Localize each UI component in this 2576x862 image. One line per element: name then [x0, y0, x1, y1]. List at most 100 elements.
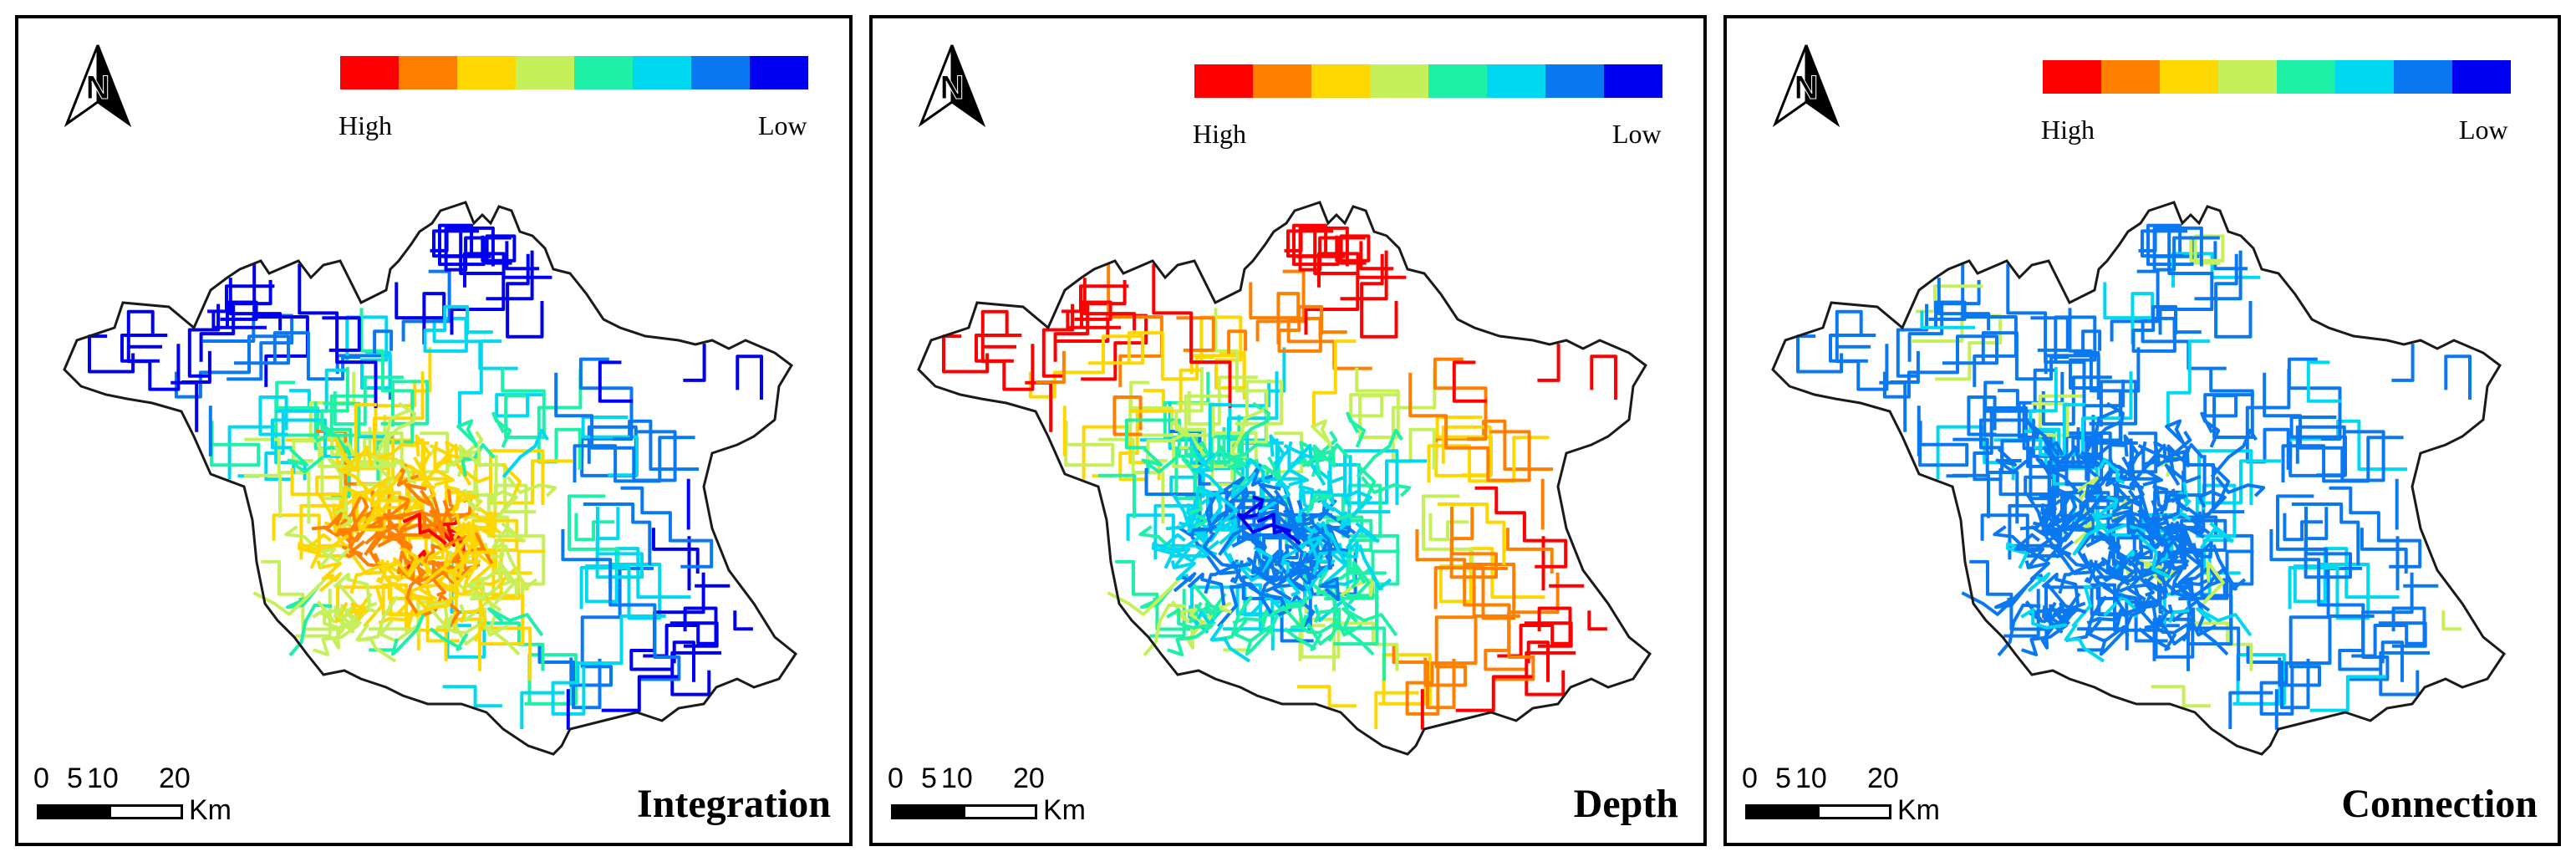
road-segment	[2027, 546, 2060, 569]
road-segment	[1041, 303, 1075, 378]
road-segment	[1434, 419, 1554, 472]
road-segment	[2099, 613, 2134, 656]
legend-swatch	[2277, 60, 2335, 94]
road-segment	[489, 490, 518, 518]
road-segment	[1189, 490, 1219, 536]
road-segment	[2058, 562, 2105, 594]
road-segment	[2059, 592, 2081, 620]
road-segment	[2160, 540, 2190, 592]
road-segment	[2013, 533, 2058, 552]
road-segment	[651, 528, 700, 574]
road-segment	[337, 467, 370, 498]
road-segment	[2138, 228, 2157, 252]
road-segment	[1245, 613, 1280, 656]
road-segment	[284, 525, 318, 549]
road-segment	[2031, 394, 2083, 437]
road-segment	[1231, 535, 1256, 548]
road-segment	[2141, 229, 2187, 258]
road-segment	[415, 595, 454, 619]
road-segment	[432, 316, 518, 370]
region-boundary	[63, 201, 798, 756]
road-segment	[327, 457, 345, 493]
road-segment	[2351, 606, 2426, 658]
road-segment	[1028, 334, 1144, 399]
road-segment	[2085, 535, 2110, 548]
road-segment	[2263, 372, 2385, 482]
road-segment	[406, 549, 427, 569]
road-segment	[1188, 436, 1215, 472]
road-segment	[1244, 457, 1271, 485]
road-segment	[2360, 528, 2408, 574]
road-segment	[323, 394, 374, 437]
road-segment	[465, 577, 486, 602]
road-segment	[1296, 685, 1357, 708]
road-segment	[2138, 535, 2171, 579]
road-segment	[1260, 549, 1281, 569]
road-segment	[1920, 310, 1975, 329]
road-segment	[447, 444, 481, 468]
road-segment	[389, 531, 414, 550]
scale-tick-labels: 0 5 10 20	[1742, 763, 1909, 796]
road-segment	[2166, 339, 2211, 426]
road-segment	[1274, 543, 1298, 567]
road-segment	[461, 431, 484, 457]
road-segment	[377, 535, 402, 548]
road-network-map	[1771, 201, 2507, 756]
road-segment	[1882, 334, 1998, 399]
legend-swatch	[574, 56, 633, 89]
road-segment	[579, 563, 662, 620]
road-segment	[1167, 623, 1214, 656]
road-segment	[578, 357, 634, 441]
road-segment	[333, 436, 361, 472]
legend-swatch	[1487, 64, 1545, 98]
road-segment	[1186, 612, 1205, 650]
road-segment	[382, 582, 406, 594]
road-segment	[275, 368, 349, 413]
road-segment	[202, 314, 294, 381]
road-segment	[1306, 540, 1336, 592]
road-segment	[1255, 269, 1306, 342]
road-segment	[420, 443, 452, 490]
road-segment	[2040, 612, 2059, 650]
road-segment	[389, 457, 417, 485]
road-segment	[1186, 489, 1209, 533]
road-segment	[1284, 535, 1317, 579]
scale-tick: 5	[1775, 763, 1791, 794]
road-segment	[1896, 303, 1929, 378]
road-segment	[373, 329, 394, 354]
road-segment	[1209, 623, 1251, 663]
road-segment	[1427, 436, 1550, 483]
road-segment	[375, 408, 411, 460]
scale-tick-labels: 0 5 10 20	[888, 763, 1055, 796]
road-segment	[432, 229, 479, 258]
road-segment	[2165, 550, 2202, 578]
legend-high-label: High	[2041, 115, 2095, 145]
road-segment	[1127, 331, 1215, 381]
road-segment	[2098, 531, 2122, 550]
road-segment	[1177, 394, 1229, 437]
legend-swatch	[691, 56, 750, 89]
scale-tick-labels: 0 5 10 20	[33, 763, 201, 796]
road-segment	[489, 449, 573, 505]
road-segment	[1343, 490, 1372, 518]
road-segment	[491, 411, 512, 448]
road-segment	[287, 447, 324, 474]
legend-low-label: Low	[758, 110, 807, 140]
road-segment	[1129, 368, 1203, 413]
road-segment	[2281, 436, 2404, 483]
map-panel-integration: N High Low 0 5 10 20 Km Integration	[15, 15, 853, 846]
road-segment	[2026, 494, 2050, 533]
road-segment	[2164, 463, 2202, 487]
road-segment	[394, 464, 420, 487]
road-segment	[369, 486, 395, 513]
road-segment	[2185, 463, 2245, 514]
road-segment	[1449, 507, 1498, 579]
legend-swatch	[1428, 64, 1487, 98]
road-segment	[1232, 606, 1270, 629]
road-segment	[1346, 411, 1367, 448]
road-segment	[355, 623, 397, 663]
scale-tick: 5	[67, 763, 83, 794]
road-segment	[383, 513, 438, 534]
road-segment	[620, 486, 714, 569]
road-segment	[1141, 447, 1179, 474]
